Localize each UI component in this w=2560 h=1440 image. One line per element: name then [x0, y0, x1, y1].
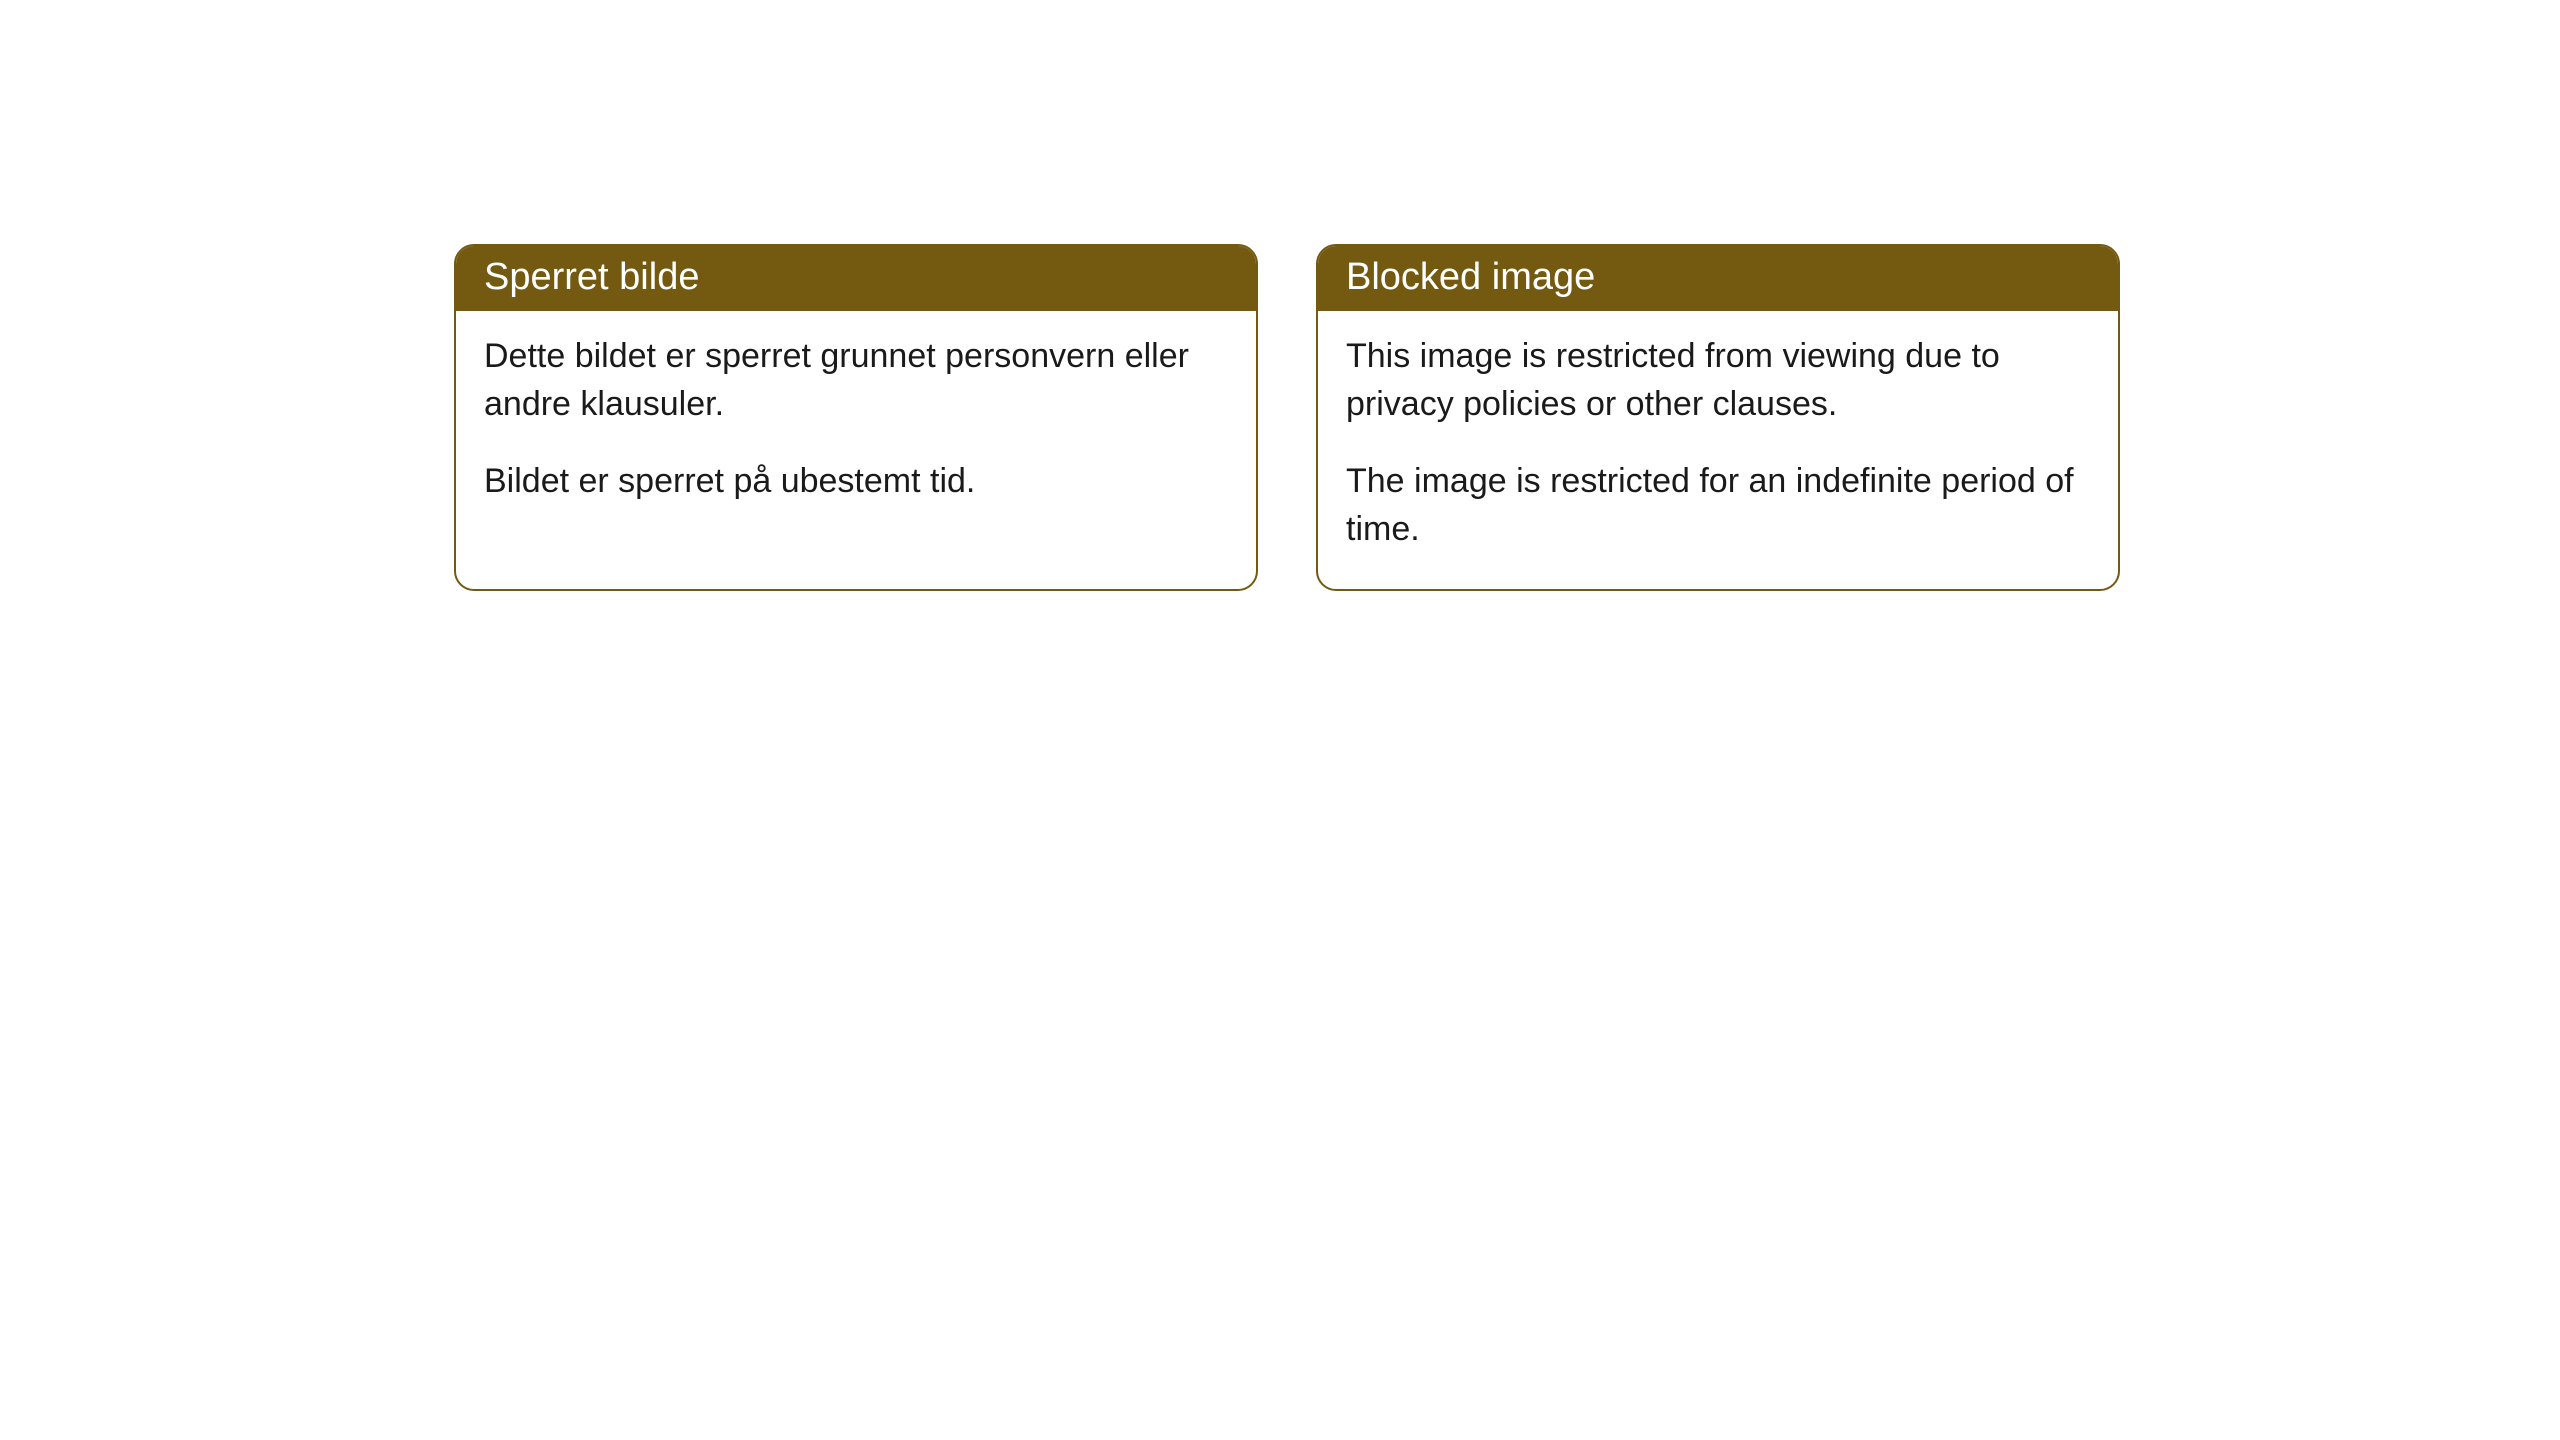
blocked-image-card-en: Blocked image This image is restricted f…	[1316, 244, 2120, 591]
card-paragraph-en-2: The image is restricted for an indefinit…	[1346, 458, 2090, 553]
card-paragraph-no-2: Bildet er sperret på ubestemt tid.	[484, 458, 1228, 506]
card-header-en: Blocked image	[1318, 246, 2118, 311]
card-header-no: Sperret bilde	[456, 246, 1256, 311]
blocked-image-card-no: Sperret bilde Dette bildet er sperret gr…	[454, 244, 1258, 591]
card-body-en: This image is restricted from viewing du…	[1318, 311, 2118, 589]
cards-container: Sperret bilde Dette bildet er sperret gr…	[454, 244, 2560, 591]
card-paragraph-en-1: This image is restricted from viewing du…	[1346, 333, 2090, 428]
card-body-no: Dette bildet er sperret grunnet personve…	[456, 311, 1256, 542]
card-paragraph-no-1: Dette bildet er sperret grunnet personve…	[484, 333, 1228, 428]
